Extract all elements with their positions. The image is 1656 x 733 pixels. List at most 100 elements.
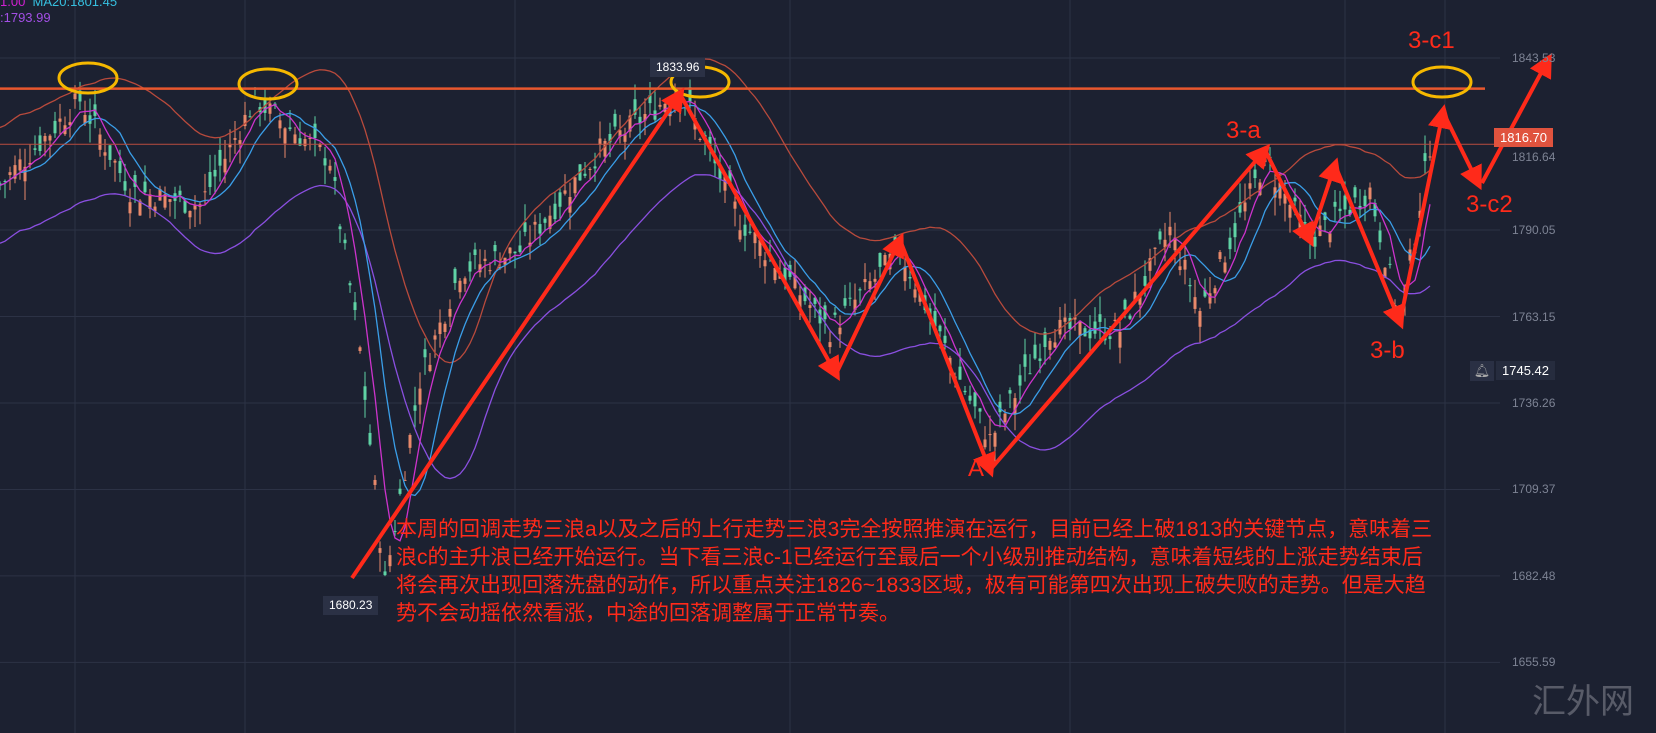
candle <box>1408 249 1412 261</box>
candle <box>153 206 157 212</box>
candle <box>558 192 562 207</box>
candle <box>53 120 57 134</box>
candle <box>378 548 382 553</box>
candle <box>208 171 212 188</box>
candle <box>58 118 62 122</box>
candle <box>1083 328 1087 337</box>
candle <box>1283 193 1287 204</box>
label-3-a: 3-a <box>1226 117 1261 144</box>
candle <box>478 264 482 273</box>
candle <box>1338 208 1342 212</box>
candle <box>978 408 982 412</box>
candle <box>448 308 452 317</box>
candle <box>823 305 827 320</box>
candle <box>1288 204 1292 218</box>
candle <box>118 161 122 174</box>
candle <box>733 201 737 209</box>
candle <box>1428 156 1432 158</box>
candle <box>718 166 722 179</box>
wave-arrow <box>1398 104 1452 323</box>
candle <box>1113 319 1117 321</box>
candle <box>1173 237 1177 251</box>
candle <box>138 200 142 216</box>
y-tick-label: 1736.26 <box>1512 395 1556 410</box>
candle <box>648 95 652 104</box>
candle <box>843 298 847 306</box>
candle <box>873 278 877 282</box>
candle <box>48 135 52 141</box>
candle <box>298 138 302 146</box>
candle <box>1078 320 1082 336</box>
candle <box>1213 288 1217 294</box>
candle <box>1123 299 1127 310</box>
candle <box>83 114 87 124</box>
candle <box>178 190 182 196</box>
candle <box>78 90 82 102</box>
label-3-b: 3-b <box>1370 337 1405 364</box>
candle <box>1098 314 1102 322</box>
candle <box>388 555 392 567</box>
candle <box>418 388 422 405</box>
candle <box>613 113 617 127</box>
candle <box>908 277 912 279</box>
candle <box>128 202 132 214</box>
candle <box>833 312 837 315</box>
alert-price-tag: 1745.42 <box>1496 361 1555 380</box>
candle <box>313 123 317 139</box>
candle <box>18 159 22 171</box>
candle <box>1183 259 1187 270</box>
candle <box>1073 317 1077 320</box>
candle <box>233 138 237 140</box>
resistance-circle <box>57 61 119 95</box>
candle <box>183 200 187 213</box>
candle <box>1068 317 1072 329</box>
wave-arrow <box>834 232 904 375</box>
candle <box>1043 332 1047 348</box>
candle <box>213 169 217 177</box>
candle <box>1378 230 1382 243</box>
alert-button[interactable]: 🔔︎ <box>1470 361 1494 381</box>
candle <box>423 349 427 358</box>
candle <box>1368 187 1372 200</box>
candle <box>658 104 662 107</box>
candle <box>638 116 642 124</box>
candle <box>563 190 567 194</box>
candle <box>998 401 1002 413</box>
resistance-circle <box>237 67 299 101</box>
candle <box>428 364 432 372</box>
y-tick-label: 1816.64 <box>1512 150 1556 164</box>
candle <box>1128 315 1132 319</box>
candle <box>433 335 437 340</box>
candle <box>1088 329 1092 339</box>
candle <box>318 144 322 148</box>
label-A: A <box>968 455 985 482</box>
candle <box>508 247 512 254</box>
candle <box>218 149 222 166</box>
candle <box>158 188 162 201</box>
candle <box>973 392 977 407</box>
candle <box>1138 295 1142 305</box>
candle <box>1348 209 1352 215</box>
candle <box>743 224 747 236</box>
candle <box>808 305 812 308</box>
candle <box>963 390 967 393</box>
candle <box>353 302 357 311</box>
wave-arrow <box>1333 164 1405 330</box>
candle <box>168 199 172 202</box>
candle <box>1253 169 1257 179</box>
candle <box>163 194 167 208</box>
candle <box>618 130 622 137</box>
candle <box>1358 205 1362 210</box>
candle <box>1243 202 1247 212</box>
wave-arrow <box>1441 111 1482 191</box>
candle <box>723 174 727 191</box>
candle <box>1208 293 1212 304</box>
candle <box>243 114 247 127</box>
candle <box>1058 319 1062 335</box>
candle <box>28 162 32 165</box>
candle <box>493 244 497 252</box>
wave-arrow <box>1308 157 1342 241</box>
candle <box>603 140 607 157</box>
analysis-note: 本周的回调走势三浪a以及之后的上行走势三浪3完全按照推演在运行，目前已经上破18… <box>396 518 1433 625</box>
